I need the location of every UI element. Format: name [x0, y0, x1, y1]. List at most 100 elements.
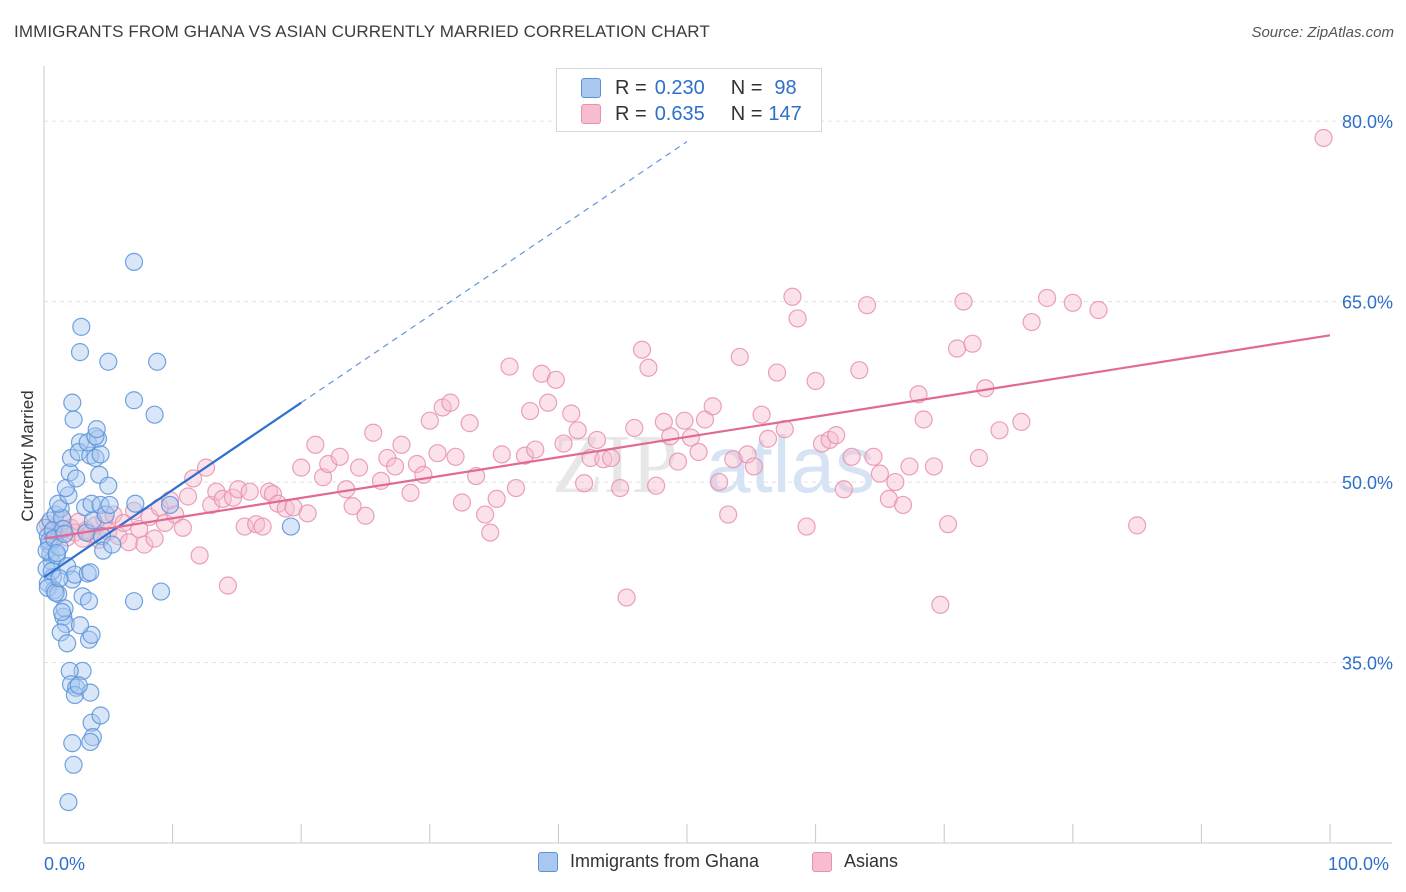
ghana-point-62: [91, 445, 110, 464]
asians-point-142: [954, 292, 973, 311]
x-tick-label-min: 0.0%: [44, 854, 86, 874]
asians-point-92: [587, 430, 607, 450]
ghana-point-35: [65, 565, 84, 584]
asians-point-100: [647, 476, 666, 495]
asians-point-50: [298, 504, 317, 523]
gridlines: [44, 120, 1392, 664]
trend-lines: [43, 141, 1331, 579]
asians-point-49: [292, 458, 311, 477]
asians-point-110: [719, 505, 738, 524]
asians-point-152: [1127, 516, 1147, 535]
asians-point-73: [460, 414, 479, 433]
asians-point-119: [783, 287, 802, 306]
asians-point-41: [240, 482, 259, 501]
ghana-point-27: [59, 486, 78, 505]
asians-point-94: [602, 448, 621, 468]
asians-point-51: [306, 435, 325, 454]
asians-point-109: [710, 472, 729, 492]
asians-point-126: [834, 480, 853, 499]
asians-point-66: [414, 465, 433, 484]
asians-point-136: [909, 385, 928, 404]
ghana-point-57: [87, 420, 106, 439]
ghana-point-88: [124, 391, 144, 410]
asians-point-54: [330, 447, 349, 466]
asians-point-71: [446, 447, 465, 466]
asians-point-133: [886, 472, 905, 492]
asians-point-81: [515, 446, 535, 465]
asians-point-151: [1089, 300, 1108, 320]
ghana-point-34: [63, 570, 82, 589]
asians-point-98: [632, 340, 652, 359]
ghana-point-33: [52, 602, 72, 622]
asians-point-125: [827, 426, 846, 445]
ghana-point-87: [145, 405, 164, 424]
asians-point-131: [870, 464, 890, 483]
asians-point-63: [392, 435, 411, 454]
legend-n-value-blue: 98: [774, 76, 797, 99]
asians-point-149: [1037, 288, 1057, 308]
asians-point-68: [428, 444, 447, 463]
asians-point-143: [963, 334, 982, 353]
legend-row-blue: R = 0.230 N = 98: [581, 75, 797, 101]
series-legend-label-ghana: Immigrants from Ghana: [570, 851, 760, 871]
asians-point-115: [752, 405, 771, 424]
legend-swatch-pink: [581, 104, 601, 124]
asians-point-114: [744, 457, 763, 476]
asians-point-37: [218, 576, 237, 595]
ghana-point-69: [67, 678, 86, 697]
asians-point-102: [661, 427, 680, 446]
ghana-point-90: [99, 352, 118, 371]
asians-point-79: [500, 357, 519, 376]
ghana-point-45: [79, 592, 99, 611]
ghana-point-78: [59, 792, 78, 812]
ghana-point-63: [96, 505, 115, 524]
asians-point-83: [526, 440, 545, 459]
asians-point-139: [931, 595, 950, 614]
legend-n-value-pink: 147: [768, 102, 802, 125]
asians-point-88: [562, 404, 581, 423]
ghana-point-64: [79, 630, 99, 649]
asians-point-30: [178, 487, 198, 506]
y-tick-label-0: 35.0%: [1342, 654, 1393, 674]
asians-point-95: [611, 478, 630, 498]
asians-point-135: [900, 457, 919, 476]
asians-point-59: [364, 423, 383, 442]
ghana-point-70: [65, 685, 84, 705]
pink-points: [38, 128, 1333, 614]
legend-n-label-pink: N =: [730, 102, 763, 125]
series-legend-asians: Asians: [812, 851, 898, 872]
asians-point-56: [343, 497, 362, 516]
ghana-point-73: [91, 706, 110, 725]
legend-r-label-pink: R =: [615, 102, 647, 125]
ghana-point-93: [124, 252, 144, 271]
ghana-point-41: [67, 469, 86, 488]
ghana-point-40: [63, 393, 82, 412]
legend-swatch-blue: [581, 78, 601, 98]
asians-point-138: [924, 457, 944, 476]
ghana-point-81: [99, 476, 118, 495]
asians-point-58: [356, 506, 375, 525]
asians-point-75: [475, 505, 495, 524]
legend-r-value-pink: 0.635: [654, 102, 705, 125]
asians-point-29: [173, 518, 192, 537]
asians-point-53: [319, 454, 338, 474]
ghana-trend-line: [43, 401, 302, 579]
ghana-point-30: [51, 623, 70, 642]
asians-point-24: [145, 529, 164, 548]
asians-point-35: [207, 482, 226, 501]
asians-point-112: [730, 347, 749, 367]
ghana-point-56: [86, 427, 105, 446]
series-legend: Immigrants from Ghana Asians: [0, 851, 1406, 877]
asians-point-121: [797, 517, 816, 536]
asians-point-103: [668, 452, 688, 471]
asians-point-64: [401, 483, 420, 502]
y-tick-label-2: 65.0%: [1342, 293, 1393, 313]
ghana-point-95: [281, 517, 301, 536]
series-legend-label-asians: Asians: [844, 851, 899, 871]
asians-point-99: [639, 358, 658, 377]
asians-point-122: [806, 371, 825, 391]
series-legend-swatch-asians: [812, 851, 832, 872]
legend-r-label-blue: R =: [615, 76, 647, 99]
asians-point-65: [407, 454, 427, 474]
